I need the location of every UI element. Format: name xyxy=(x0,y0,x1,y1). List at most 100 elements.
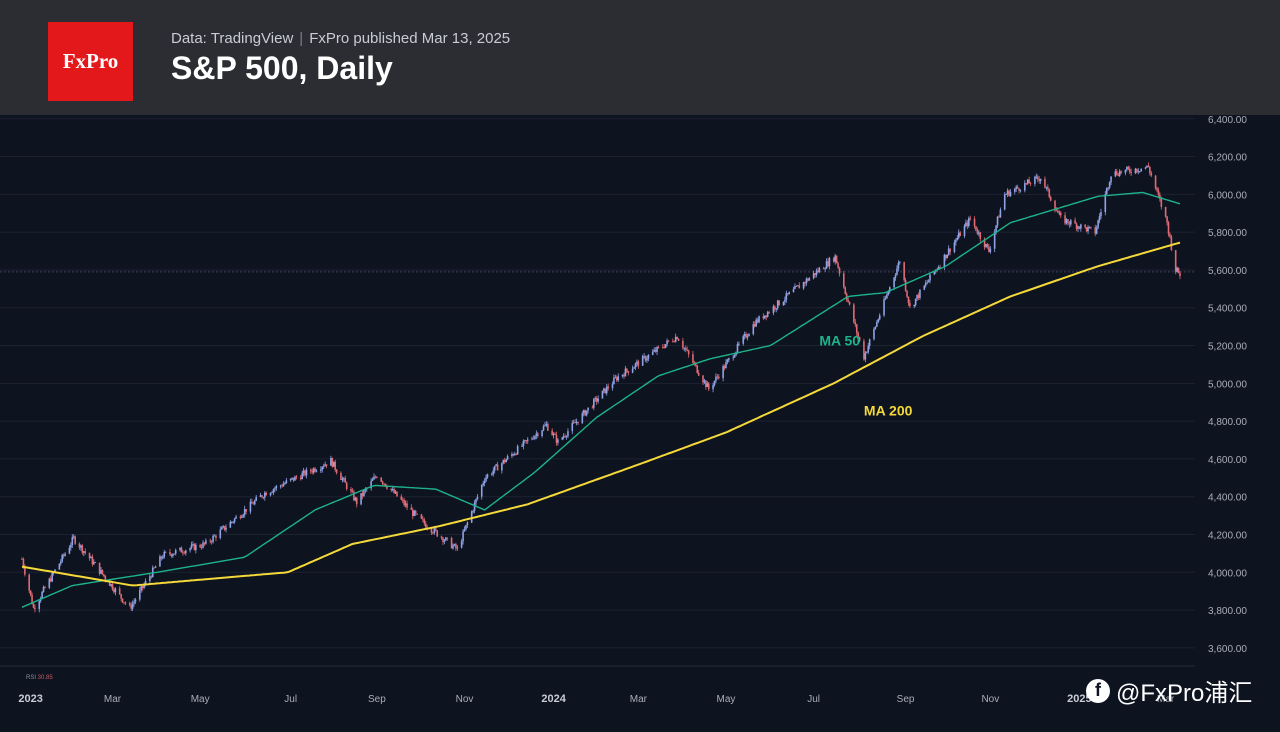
candle xyxy=(1107,187,1109,189)
candle xyxy=(768,312,770,313)
candle xyxy=(1049,196,1052,201)
candle xyxy=(374,476,377,478)
candle xyxy=(808,278,811,281)
candle xyxy=(149,576,151,582)
y-tick-label: 6,200.00 xyxy=(1208,153,1247,164)
candle xyxy=(621,374,624,377)
candle xyxy=(450,538,453,549)
candle xyxy=(814,273,816,276)
candle xyxy=(1045,187,1048,188)
candle xyxy=(164,551,167,553)
candle xyxy=(223,526,226,530)
candle xyxy=(887,291,890,295)
candle xyxy=(561,437,564,440)
candle xyxy=(804,282,806,284)
candle xyxy=(463,529,466,532)
candle xyxy=(1098,216,1101,221)
candle xyxy=(581,413,584,424)
candle xyxy=(393,489,395,494)
candle xyxy=(491,474,493,475)
candle xyxy=(1047,187,1049,189)
candle xyxy=(805,278,808,284)
candle xyxy=(957,232,960,238)
candle xyxy=(445,537,447,541)
candle xyxy=(755,319,757,327)
candle xyxy=(113,589,115,593)
candle xyxy=(557,439,559,443)
candle xyxy=(261,495,263,498)
candle xyxy=(345,482,348,490)
candle xyxy=(505,459,507,463)
candle xyxy=(825,261,828,269)
candle xyxy=(299,477,302,480)
candle xyxy=(446,537,449,539)
candle xyxy=(802,282,805,289)
fxpro-logo: FxPro xyxy=(48,22,133,101)
candle xyxy=(475,499,477,503)
candle xyxy=(695,363,697,366)
y-tick-label: 5,000.00 xyxy=(1208,379,1247,390)
candle xyxy=(1009,191,1012,196)
candle xyxy=(966,222,969,227)
candle xyxy=(858,336,861,341)
candle xyxy=(98,562,101,574)
candle xyxy=(72,536,75,538)
candle xyxy=(844,287,847,294)
candle xyxy=(1136,168,1138,172)
candle xyxy=(496,464,499,471)
candle xyxy=(728,358,730,360)
candle xyxy=(674,336,677,342)
candle xyxy=(330,458,332,466)
candle xyxy=(192,543,194,545)
data-source: Data: TradingView xyxy=(171,30,294,47)
candle xyxy=(878,315,881,320)
price-chart[interactable]: RSI 30.85 MA 50 MA 200 6,400.00 6,200.00 6,0… xyxy=(0,115,1280,732)
candle xyxy=(623,374,625,377)
candle xyxy=(34,607,36,610)
candle xyxy=(838,267,841,274)
candle xyxy=(485,477,487,481)
candle xyxy=(996,216,999,226)
candle xyxy=(929,274,931,281)
candle xyxy=(743,334,746,337)
candle xyxy=(989,248,992,252)
candle xyxy=(493,465,496,471)
candle xyxy=(111,583,114,590)
candle xyxy=(24,567,26,575)
candle xyxy=(575,421,578,424)
candle xyxy=(160,556,163,559)
candle xyxy=(937,266,940,270)
candle xyxy=(1170,236,1173,251)
candle xyxy=(827,261,829,267)
candle xyxy=(1115,171,1118,175)
candle xyxy=(340,472,342,481)
candle xyxy=(676,336,678,340)
candle xyxy=(1008,190,1010,196)
social-handle[interactable]: f @FxPro浦汇 xyxy=(1086,673,1252,708)
candle xyxy=(963,225,966,237)
candle xyxy=(1029,183,1032,185)
candle xyxy=(524,440,526,442)
candle xyxy=(262,497,265,499)
candle xyxy=(433,528,436,533)
candle xyxy=(857,332,859,337)
candle xyxy=(593,399,595,408)
candle xyxy=(502,459,505,464)
candle xyxy=(414,510,417,514)
candle xyxy=(643,356,645,357)
candle xyxy=(988,246,990,252)
candle xyxy=(460,541,463,548)
candle xyxy=(314,468,316,472)
candle xyxy=(1057,210,1059,213)
candle xyxy=(1028,179,1030,184)
candle xyxy=(465,525,467,530)
rsi-label: RSI 30.85 xyxy=(26,675,53,681)
candle xyxy=(1124,169,1127,173)
ma50-line xyxy=(21,191,1181,608)
candle xyxy=(235,516,237,519)
candle xyxy=(786,293,789,295)
candle xyxy=(775,308,778,310)
candle xyxy=(772,306,775,313)
candle xyxy=(219,529,222,538)
candle xyxy=(22,559,25,568)
